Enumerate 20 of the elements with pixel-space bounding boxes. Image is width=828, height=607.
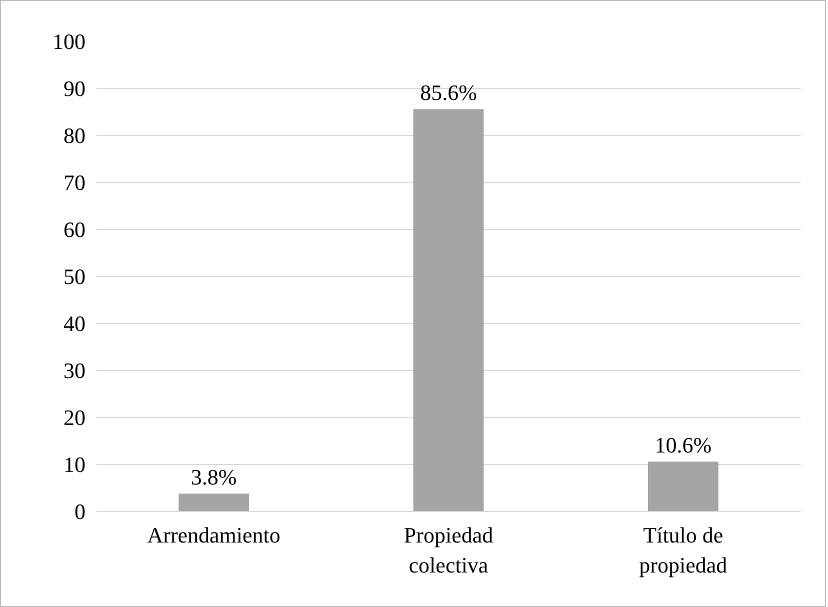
y-tick-label: 30 xyxy=(64,358,86,383)
bar xyxy=(178,494,250,512)
bar xyxy=(648,462,718,512)
data-label: 85.6% xyxy=(420,80,477,106)
y-tick-label: 70 xyxy=(64,170,86,195)
y-tick-label: 0 xyxy=(74,499,86,524)
y-tick-label: 10 xyxy=(64,452,86,477)
y-tick-label: 100 xyxy=(52,29,86,54)
x-tick-label: Propiedad colectiva xyxy=(404,522,494,578)
y-tick-label: 20 xyxy=(64,405,86,430)
bar xyxy=(413,109,484,512)
x-tick-label: Arrendamiento xyxy=(147,522,280,548)
data-label: 3.8% xyxy=(190,464,237,490)
data-label: 10.6% xyxy=(654,432,712,458)
x-tick-label: Título de propiedad xyxy=(639,522,728,578)
y-tick-label: 50 xyxy=(64,264,86,289)
y-tick-label: 40 xyxy=(64,311,86,336)
y-tick-label: 90 xyxy=(64,76,86,101)
y-tick-label: 80 xyxy=(64,123,86,148)
y-tick-label: 60 xyxy=(64,217,86,242)
